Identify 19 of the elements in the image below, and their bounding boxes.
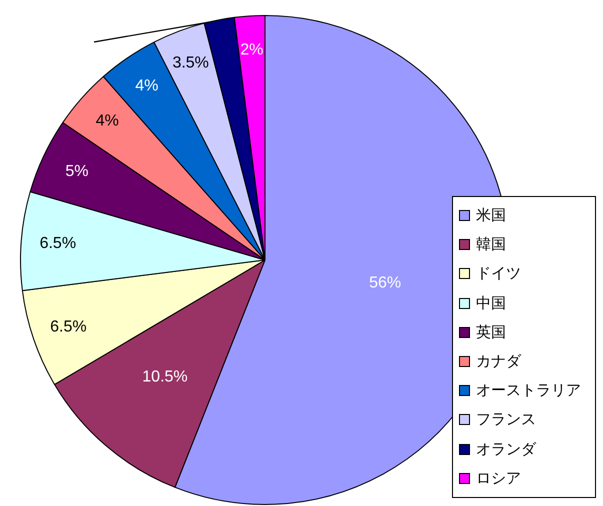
data-label: 4% xyxy=(135,77,158,94)
legend-label: 中国 xyxy=(476,294,506,313)
legend-label: 韓国 xyxy=(476,235,506,254)
legend-label: カナダ xyxy=(476,352,521,372)
data-label: 2% xyxy=(240,42,264,59)
data-label: 6.5% xyxy=(40,235,76,252)
data-label: 6.5% xyxy=(50,318,87,336)
data-label: 56% xyxy=(369,274,402,292)
legend-label: オランダ xyxy=(476,440,536,459)
data-label: 4% xyxy=(96,112,119,130)
data-label: 5% xyxy=(65,162,89,180)
legend-label: ロシア xyxy=(476,468,521,488)
legend-label: 米国 xyxy=(476,206,506,226)
legend-label: 英国 xyxy=(476,322,506,342)
legend-label: オーストラリア xyxy=(476,381,581,400)
data-label: 3.5% xyxy=(172,54,209,72)
data-label: 10.5% xyxy=(142,368,188,386)
legend-label: ドイツ xyxy=(476,264,521,284)
legend-label: フランス xyxy=(476,410,536,430)
